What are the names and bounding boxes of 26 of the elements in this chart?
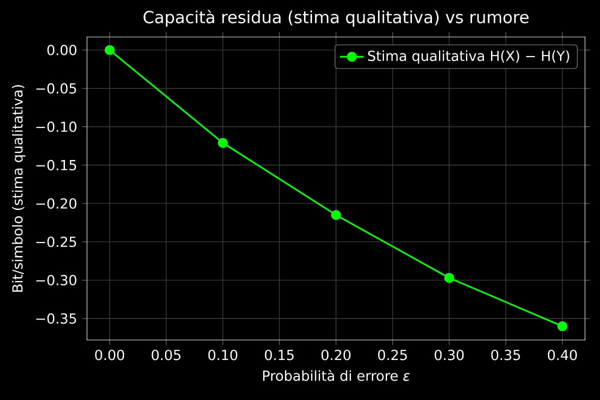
- chart-title: Capacità residua (stima qualitativa) vs rumore: [144, 10, 529, 27]
- y-tick-label: −0.05: [36, 83, 76, 94]
- x-tick-label: 0.30: [434, 350, 464, 360]
- point: [104, 45, 115, 56]
- y-tick-label: −0.10: [36, 122, 76, 132]
- x-tick-label: 0.00: [95, 350, 124, 360]
- x-tick-label: 0.05: [152, 350, 180, 360]
- y-tick-label: −0.20: [36, 198, 76, 209]
- y-tick-label: −0.35: [36, 313, 76, 324]
- x-tick-label: 0.10: [208, 350, 238, 360]
- x-axis-title: Probabilità di errore ε: [263, 370, 410, 381]
- legend-label: Stima qualitativa H(X) − H(Y): [368, 50, 570, 64]
- y-tick-label: −0.25: [36, 236, 76, 248]
- point: [444, 272, 454, 283]
- point: [557, 321, 568, 332]
- x-tick-label: 0.25: [378, 350, 407, 360]
- point: [218, 138, 228, 148]
- point: [331, 210, 341, 220]
- y-tick-label: −0.15: [36, 160, 76, 170]
- x-tick-label: 0.35: [491, 350, 520, 360]
- y-tick-label: −0.30: [36, 274, 76, 286]
- x-tick-label: 0.15: [264, 350, 294, 360]
- x-tick-label: 0.40: [548, 350, 577, 360]
- y-axis-title: Bit/simbolo (stima qualitativa): [12, 85, 26, 292]
- y-tick-label: 0.00: [47, 44, 76, 56]
- x-tick-label: 0.20: [322, 350, 350, 360]
